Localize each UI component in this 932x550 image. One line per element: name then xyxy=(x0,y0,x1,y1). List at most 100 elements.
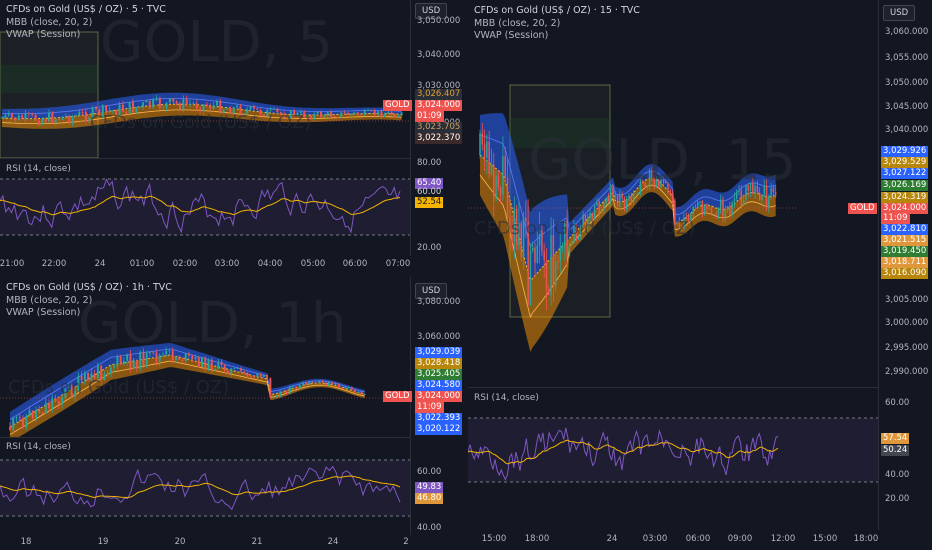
currency-button[interactable]: USD xyxy=(415,3,448,19)
candle xyxy=(296,112,299,117)
candle xyxy=(138,106,141,108)
candle xyxy=(543,251,545,261)
candle xyxy=(41,119,44,125)
candle xyxy=(715,214,717,217)
candle xyxy=(354,389,356,393)
candle xyxy=(223,365,226,371)
vwap-legend[interactable]: VWAP (Session) xyxy=(6,307,81,318)
candle xyxy=(612,186,614,196)
candle xyxy=(690,214,692,221)
candle xyxy=(506,177,509,218)
vwap-line xyxy=(479,154,776,284)
candle xyxy=(38,409,41,412)
candle xyxy=(269,109,272,111)
pane-separator[interactable] xyxy=(0,437,410,438)
currency-button[interactable]: USD xyxy=(415,283,448,299)
price-tag: 3,026.407 xyxy=(415,89,463,100)
candle xyxy=(628,195,630,201)
candle xyxy=(44,119,47,122)
price-axis[interactable]: USD 3,050.000 3,040.000 3,030.000 3,020.… xyxy=(383,0,466,256)
candle xyxy=(227,370,230,374)
band-line xyxy=(9,348,365,420)
price-axis[interactable]: USD 3,060.000 3,055.000 3,050.000 3,045.… xyxy=(878,0,932,530)
candle xyxy=(400,112,403,116)
candle xyxy=(184,353,187,362)
time-label: 03:00 xyxy=(642,534,668,544)
rsi-ma-line xyxy=(0,475,401,499)
currency-button[interactable]: USD xyxy=(883,5,916,21)
time-label: 15:00 xyxy=(812,534,838,544)
mbb-legend[interactable]: MBB (close, 20, 2) xyxy=(6,17,93,28)
candle xyxy=(90,373,93,381)
price-area-5m[interactable] xyxy=(0,0,410,158)
candle xyxy=(64,388,67,398)
chart-pane-5m[interactable]: GOLD, 5 CFDs on Gold (US$ / OZ) CFDs on … xyxy=(0,0,466,272)
candle xyxy=(387,112,390,115)
candle xyxy=(678,221,681,227)
time-label: 18 xyxy=(20,537,32,547)
candle xyxy=(603,203,605,211)
candle xyxy=(165,350,168,355)
candle xyxy=(64,115,67,117)
candle xyxy=(316,111,319,114)
price-tick: 3,000.000 xyxy=(885,318,929,328)
candle xyxy=(340,387,343,389)
price-axis[interactable]: USD 3,080.000 3,060.000 3,029.039 3,028.… xyxy=(383,277,466,535)
candle xyxy=(596,201,598,206)
rsi-title[interactable]: RSI (14, close) xyxy=(474,393,539,403)
time-axis[interactable]: 21:00 22:00 24 01:00 02:00 03:00 04:00 0… xyxy=(0,256,410,272)
candle xyxy=(292,386,295,388)
time-axis[interactable]: 15:00 18:00 24 03:00 06:00 09:00 12:00 1… xyxy=(468,530,932,550)
candle xyxy=(573,224,575,242)
candle xyxy=(340,112,343,118)
candle xyxy=(754,185,756,194)
candle xyxy=(204,357,207,370)
symbol-title[interactable]: CFDs on Gold (US$ / OZ) · 5 · TVC xyxy=(6,4,166,15)
symbol-tag: GOLD xyxy=(383,391,412,402)
rsi-area-5m[interactable] xyxy=(0,159,410,257)
candle xyxy=(24,113,27,120)
candle xyxy=(121,104,124,112)
candle xyxy=(330,111,333,117)
candle xyxy=(95,107,98,110)
rsi-title[interactable]: RSI (14, close) xyxy=(6,164,71,174)
price-area-15m[interactable] xyxy=(468,0,878,387)
candle xyxy=(609,186,612,202)
candle xyxy=(158,355,161,362)
chart-pane-15m[interactable]: GOLD, 15 CFDs on Gold (US$ / OZ) CFDs on… xyxy=(468,0,932,550)
rsi-area-1h[interactable] xyxy=(0,438,410,535)
candle xyxy=(591,212,594,219)
rsi-title[interactable]: RSI (14, close) xyxy=(6,442,71,452)
time-label: 09:00 xyxy=(727,534,753,544)
candle xyxy=(35,409,38,419)
rsi-line xyxy=(0,465,401,511)
price-area-1h[interactable] xyxy=(0,277,410,437)
candle xyxy=(197,357,200,368)
candle xyxy=(589,212,591,219)
pane-separator[interactable] xyxy=(0,158,410,159)
chart-pane-1h[interactable]: GOLD, 1h CFDs on Gold (US$ / OZ) CFDs on… xyxy=(0,277,466,550)
mbb-legend[interactable]: MBB (close, 20, 2) xyxy=(474,18,561,29)
price-tick: 3,080.000 xyxy=(417,297,461,307)
candle xyxy=(343,112,346,114)
symbol-title[interactable]: CFDs on Gold (US$ / OZ) · 15 · TVC xyxy=(474,5,640,16)
rsi-area-15m[interactable] xyxy=(468,388,878,530)
countdown-tag: 11:09 xyxy=(415,402,444,413)
candle xyxy=(483,144,486,159)
candle xyxy=(557,261,559,262)
time-axis[interactable]: 18 19 20 21 24 2 xyxy=(0,535,410,550)
bollinger-lower-band xyxy=(480,155,776,352)
candle xyxy=(536,245,539,263)
vwap-legend[interactable]: VWAP (Session) xyxy=(474,30,549,41)
time-label: 15:00 xyxy=(481,534,507,544)
candle xyxy=(286,117,289,119)
candle xyxy=(83,372,86,381)
candle xyxy=(756,185,759,193)
candle xyxy=(61,116,64,120)
pane-separator[interactable] xyxy=(468,387,878,388)
mbb-legend[interactable]: MBB (close, 20, 2) xyxy=(6,295,93,306)
symbol-title[interactable]: CFDs on Gold (US$ / OZ) · 1h · TVC xyxy=(6,282,172,293)
vwap-legend[interactable]: VWAP (Session) xyxy=(6,29,81,40)
time-label: 21 xyxy=(251,537,263,547)
candle xyxy=(738,190,740,192)
